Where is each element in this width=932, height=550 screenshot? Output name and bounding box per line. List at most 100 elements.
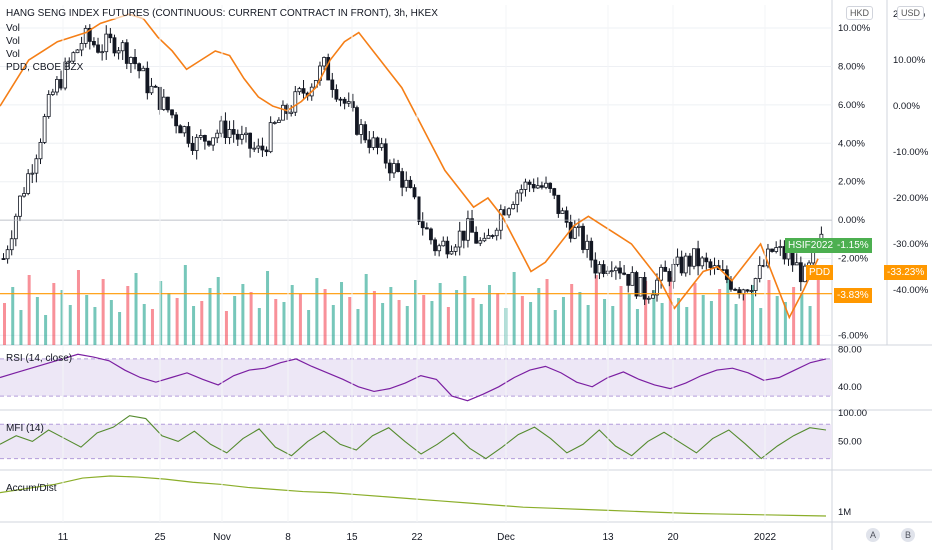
volume-bar [126,286,130,345]
candle-body [420,221,425,229]
candle-body [256,145,261,149]
candle-body [618,267,622,274]
candle-body [38,142,43,160]
candle-body [490,235,495,237]
usd-scale-label[interactable]: USD [897,6,925,20]
ad-pane-title[interactable]: Accum/Dist [6,483,57,494]
volume-bar [759,308,763,345]
volume-bar [545,279,549,345]
candle-body [679,256,684,274]
volume-bar [775,296,779,345]
candle-body [355,107,359,135]
auto-scale-button[interactable]: A [866,528,880,542]
volume-bar [52,283,56,345]
candle-body [79,43,84,51]
volume-bar [455,290,459,345]
main-y-tick-label: 0.00% [838,215,865,226]
candle-body [461,230,466,241]
candle-body [161,96,166,110]
volume-bar [800,293,804,345]
candle-body [593,259,598,274]
chart-title: HANG SENG INDEX FUTURES (CONTINUOUS: CUR… [6,8,438,19]
main-y-tick-label: -6.00% [838,330,869,341]
candle-body [301,88,306,94]
rsi-line [0,353,827,402]
legend-pdd[interactable]: PDD, CBOE BZX [6,62,84,73]
candle-body [231,129,236,135]
main-y-tick-label: 8.00% [838,61,865,72]
time-axis-label: Nov [213,532,231,543]
usd-y-tick-label: -30.00% [893,239,929,250]
usd-y-tick-label: -40.00% [893,285,929,296]
candle-body [149,85,154,94]
volume-bar [11,287,15,345]
volume-bar [553,310,557,345]
time-axis-label: 20 [667,532,679,543]
time-axis-label: 13 [602,532,614,543]
candle-body [42,116,47,143]
rsi-pane-title[interactable]: RSI (14, close) [6,353,73,364]
candle-body [375,137,380,148]
candle-body [223,120,228,139]
candle-body [55,79,59,93]
volume-bar [118,312,122,345]
candle-body [379,143,384,148]
candle-body [404,179,409,188]
candle-body [71,52,76,62]
candle-body [667,271,672,282]
candle-body [659,266,663,281]
candle-body [733,288,737,291]
candle-body [523,181,528,190]
volume-bar [792,287,796,345]
volume-bar [594,275,598,345]
candle-body [198,135,203,138]
candle-body [252,147,257,150]
main-y-tick-label: 6.00% [838,100,865,111]
candle-body [753,278,758,291]
log-scale-button[interactable]: B [901,528,915,542]
legend-vol-2[interactable]: Vol [6,36,20,47]
usd-y-tick-label: -20.00% [893,193,929,204]
volume-bar [529,302,533,345]
legend-vol-1[interactable]: Vol [6,23,20,34]
usd-y-tick-label: -10.00% [893,147,929,158]
candle-body [790,251,795,266]
time-axis-label: 8 [285,532,291,543]
volume-bar [685,307,689,345]
candle-body [145,67,150,94]
volume-bar [44,315,48,345]
candle-body [330,79,335,90]
candle-body [527,181,532,185]
candle-body [194,136,199,151]
candle-body [186,126,191,144]
candle-body [429,228,433,241]
candle-body [577,225,581,228]
volume-bar [233,296,237,345]
candle-body [597,264,602,274]
volume-bar [808,306,812,345]
pdd-symbol-tag: PDD [806,265,834,280]
volume-bar [783,302,787,345]
volume-bar [742,291,746,345]
candle-body [778,246,783,248]
candle-body [581,225,585,250]
hkd-scale-label[interactable]: HKD [846,6,874,20]
mfi-pane-title[interactable]: MFI (14) [6,423,44,434]
candle-body [363,124,368,141]
volume-bar [701,295,705,345]
volume-bar [150,309,154,345]
volume-bar [175,298,179,345]
candle-body [18,195,22,217]
candle-body [137,63,142,72]
candle-body [112,37,117,54]
candle-body [474,231,479,244]
hsif-symbol-tag: HSIF2022 [785,238,837,253]
candle-body [560,210,565,214]
ad-y-tick-label: 1M [838,507,851,518]
candle-body [1,258,6,260]
legend-vol-3[interactable]: Vol [6,49,20,60]
candle-body [207,140,211,146]
volume-bar [726,274,730,345]
time-axis-label: 22 [411,532,423,543]
